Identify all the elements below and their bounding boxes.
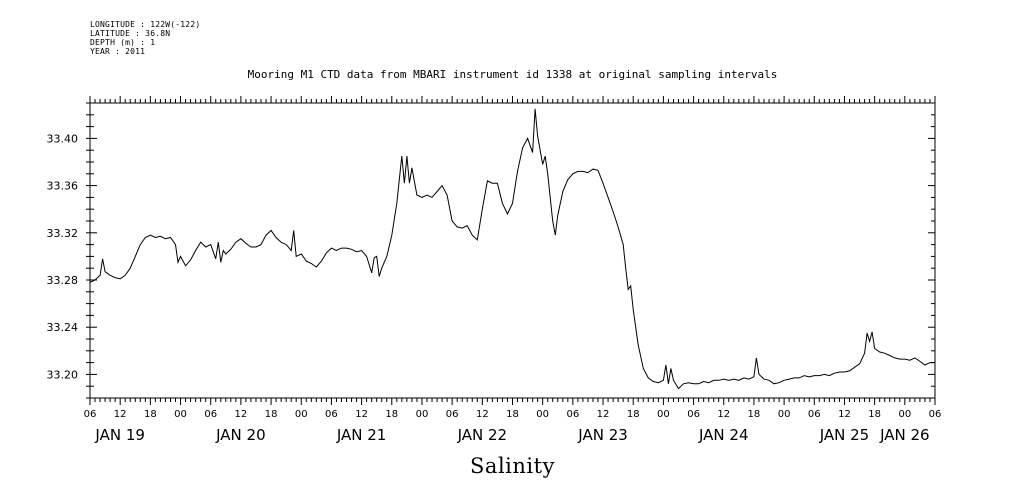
x-hour-label: 06: [687, 409, 700, 420]
y-tick-label: 33.32: [47, 227, 79, 240]
x-hour-label: 00: [174, 409, 187, 420]
x-hour-label: 06: [929, 409, 942, 420]
x-tick-labels: 06 12 18 00 06 12 18 00 06 12 18 00 06 12 18 00 06 12 18 00…: [84, 409, 942, 420]
x-hour-label: 12: [597, 409, 610, 420]
x-hour-label: 18: [506, 409, 519, 420]
day-labels: JAN 19 JAN 20 JAN 21 JAN 22 JAN 23 JAN 24 JAN …: [94, 426, 929, 444]
x-hour-label: 06: [325, 409, 338, 420]
x-hour-label: 00: [295, 409, 308, 420]
y-tick-label: 33.28: [47, 274, 79, 287]
x-hour-label: 06: [204, 409, 217, 420]
y-tick-label: 33.20: [47, 368, 79, 381]
x-hour-label: 18: [868, 409, 881, 420]
x-hour-label: 00: [778, 409, 791, 420]
x-hour-label: 12: [114, 409, 127, 420]
metadata-block: LONGITUDE : 122W(-122) LATITUDE : 36.8N …: [90, 20, 200, 56]
x-hour-label: 18: [265, 409, 278, 420]
x-hour-label: 12: [235, 409, 248, 420]
day-label: JAN 21: [336, 426, 387, 444]
x-hour-label: 12: [838, 409, 851, 420]
longitude-label: LONGITUDE : 122W(-122): [90, 20, 201, 29]
x-hour-label: 18: [385, 409, 398, 420]
latitude-label: LATITUDE : 36.8N: [90, 29, 171, 38]
y-tick-label: 33.40: [47, 132, 79, 145]
depth-label: DEPTH (m) : 1: [90, 38, 156, 47]
x-hour-label: 00: [657, 409, 670, 420]
x-hour-label: 18: [144, 409, 157, 420]
day-label: JAN 24: [698, 426, 749, 444]
x-hour-label: 00: [898, 409, 911, 420]
day-label: JAN 19: [94, 426, 145, 444]
y-tick-label: 33.24: [47, 321, 79, 334]
day-label: JAN 25: [819, 426, 870, 444]
chart-title: Mooring M1 CTD data from MBARI instrumen…: [247, 68, 778, 81]
x-hour-label: 06: [446, 409, 459, 420]
y-tick-label: 33.36: [47, 180, 79, 193]
day-label: JAN 20: [215, 426, 266, 444]
x-hour-label: 12: [717, 409, 730, 420]
day-label: JAN 22: [457, 426, 508, 444]
y-tick-labels: 33.20 33.24 33.28 33.32 33.36 33.40: [47, 132, 79, 381]
x-hour-label: 12: [476, 409, 489, 420]
x-hour-label: 18: [748, 409, 761, 420]
x-axis-label: Salinity: [470, 454, 555, 478]
salinity-series-line: [89, 108, 935, 390]
x-hour-label: 00: [536, 409, 549, 420]
x-hour-label: 12: [355, 409, 368, 420]
x-hour-label: 06: [808, 409, 821, 420]
day-label: JAN 26: [879, 426, 930, 444]
x-hour-label: 06: [84, 409, 97, 420]
x-hour-label: 00: [416, 409, 429, 420]
x-hour-label: 18: [627, 409, 640, 420]
x-hour-label: 06: [566, 409, 579, 420]
axis-ticks: [86, 96, 936, 405]
year-label: YEAR : 2011: [90, 47, 146, 56]
day-label: JAN 23: [577, 426, 628, 444]
